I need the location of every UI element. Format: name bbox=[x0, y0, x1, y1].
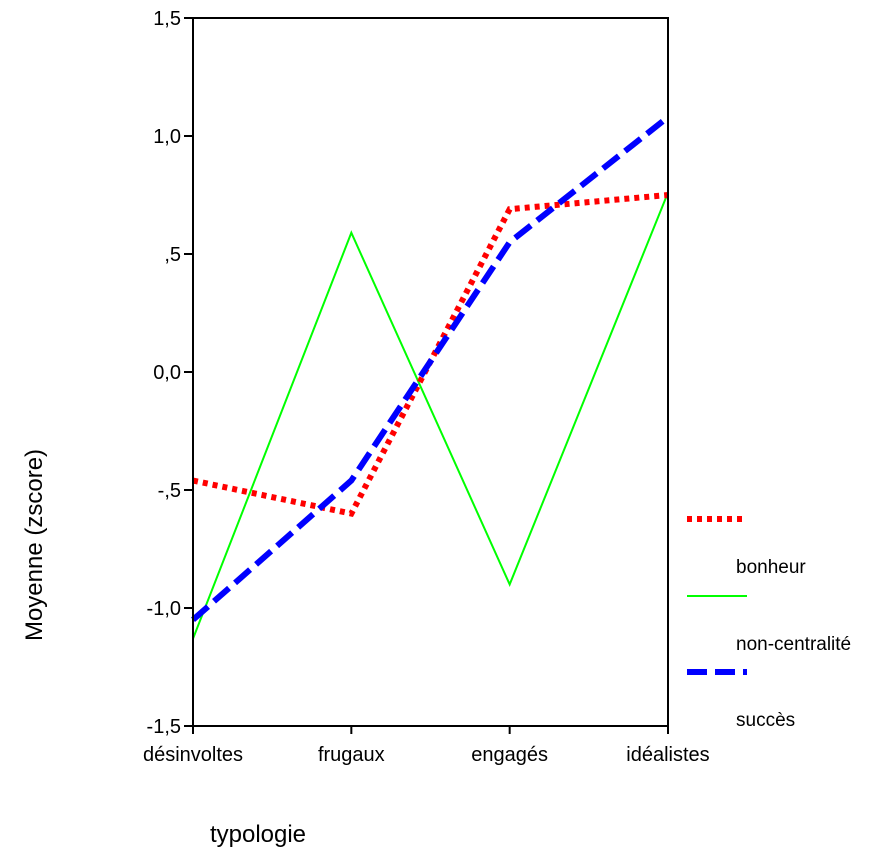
y-tick-label: -1,5 bbox=[147, 716, 181, 738]
x-axis-title: typologie bbox=[210, 821, 306, 848]
y-tick-label: -1,0 bbox=[147, 598, 181, 620]
y-tick-label: 0,0 bbox=[153, 362, 181, 384]
series-line-succ-s bbox=[191, 114, 670, 623]
plot-frame bbox=[192, 17, 669, 727]
y-axis-title: Moyenne (zscore) bbox=[21, 449, 48, 641]
y-axis: 1,5 1,0 ,5 0,0 -,5 -1,0 -1,5 bbox=[147, 8, 193, 738]
plot-lines bbox=[191, 114, 670, 640]
legend: bonheur non-centralité succès bbox=[687, 516, 851, 731]
y-tick-label: -,5 bbox=[158, 480, 181, 502]
x-tick-label: engagés bbox=[471, 744, 548, 766]
y-tick-label: ,5 bbox=[164, 244, 181, 266]
legend-label: bonheur bbox=[736, 557, 806, 578]
legend-label: succès bbox=[736, 710, 795, 731]
series-line-non-centralit- bbox=[192, 192, 669, 640]
x-tick-label: désinvoltes bbox=[143, 744, 243, 766]
x-tick-label: frugaux bbox=[318, 744, 385, 766]
y-tick-label: 1,0 bbox=[153, 126, 181, 148]
x-axis: désinvoltes frugaux engagés idéalistes bbox=[143, 726, 710, 766]
legend-label: non-centralité bbox=[736, 634, 851, 655]
y-tick-label: 1,5 bbox=[153, 8, 181, 30]
series-line-bonheur bbox=[192, 192, 669, 518]
x-tick-label: idéalistes bbox=[626, 744, 709, 766]
